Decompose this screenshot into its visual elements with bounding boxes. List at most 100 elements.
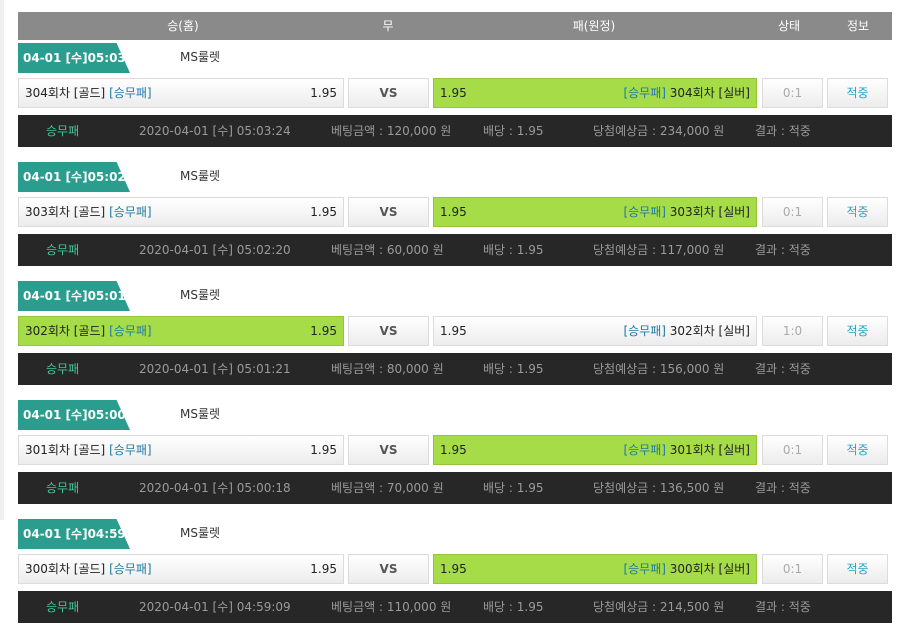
info-result-button[interactable]: 적중 [827,435,888,465]
bet-amount: 베팅금액 : 60,000 원 [331,243,444,257]
bet-amount: 베팅금액 : 70,000 원 [331,481,444,495]
away-team-name: [승무패] 304회차 [실버] [623,86,750,100]
away-odds: 1.95 [440,324,467,338]
home-odds: 1.95 [310,443,337,457]
home-bet-type: [승무패] [109,324,152,338]
away-team-name: [승무패] 300회차 [실버] [623,562,750,576]
home-pick-button[interactable]: 301회차 [골드] [승무패] 1.95 [18,435,344,465]
bet-pick: 승무패 [46,600,80,614]
away-bet-type: [승무패] [623,86,666,100]
header-status: 상태 [777,19,801,33]
score-status: 0:1 [762,197,823,227]
bet-amount: 베팅금액 : 80,000 원 [331,362,444,376]
bet-detail-bar: 승무패 2020-04-01 [수] 05:01:21 베팅금액 : 80,00… [18,353,892,385]
header-win: 승(홈) [167,19,199,33]
home-pick-button[interactable]: 304회차 [골드] [승무패] 1.95 [18,78,344,108]
home-team-name: 302회차 [골드] [승무패] [25,324,152,338]
draw-pick-button[interactable]: VS [348,78,429,108]
draw-pick-button[interactable]: VS [348,554,429,584]
away-pick-button[interactable]: 1.95 [승무패] 303회차 [실버] [433,197,757,227]
bet-history-list: 승(홈) 무 패(원정) 상태 정보 04-01 [수]05:03 MS룰렛 3… [18,12,892,635]
away-team-name: [승무패] 303회차 [실버] [623,205,750,219]
left-edge-strip [0,0,4,520]
score-status: 0:1 [762,554,823,584]
home-pick-button[interactable]: 303회차 [골드] [승무패] 1.95 [18,197,344,227]
info-result-button[interactable]: 적중 [827,316,888,346]
table-header: 승(홈) 무 패(원정) 상태 정보 [18,12,892,40]
home-team-name: 300회차 [골드] [승무패] [25,562,152,576]
bet-expected-win: 당첨예상금 : 234,000 원 [593,124,725,138]
bet-time: 2020-04-01 [수] 04:59:09 [139,600,291,614]
away-pick-button[interactable]: 1.95 [승무패] 300회차 [실버] [433,554,757,584]
bet-pick: 승무패 [46,362,80,376]
away-bet-type: [승무패] [623,324,666,338]
away-odds: 1.95 [440,205,467,219]
game-block: 04-01 [수]05:02 MS룰렛 303회차 [골드] [승무패] 1.9… [18,159,892,278]
bet-detail-bar: 승무패 2020-04-01 [수] 05:02:20 베팅금액 : 60,00… [18,234,892,266]
bet-detail-bar: 승무패 2020-04-01 [수] 05:03:24 베팅금액 : 120,0… [18,115,892,147]
home-odds: 1.95 [310,562,337,576]
home-team-name: 301회차 [골드] [승무패] [25,443,152,457]
away-pick-button[interactable]: 1.95 [승무패] 301회차 [실버] [433,435,757,465]
bet-expected-win: 당첨예상금 : 156,000 원 [593,362,725,376]
draw-pick-button[interactable]: VS [348,316,429,346]
bet-odds: 배당 : 1.95 [483,481,544,495]
bet-result: 결과 : 적중 [755,362,811,376]
bet-amount: 베팅금액 : 120,000 원 [331,124,452,138]
bet-time: 2020-04-01 [수] 05:03:24 [139,124,291,138]
game-time-tag: 04-01 [수]05:00 [18,400,130,430]
header-draw: 무 [382,19,394,33]
bet-odds: 배당 : 1.95 [483,124,544,138]
bet-amount: 베팅금액 : 110,000 원 [331,600,452,614]
home-pick-button[interactable]: 302회차 [골드] [승무패] 1.95 [18,316,344,346]
home-odds: 1.95 [310,205,337,219]
draw-pick-button[interactable]: VS [348,197,429,227]
away-bet-type: [승무패] [623,205,666,219]
game-title: MS룰렛 [180,407,221,421]
away-team-name: [승무패] 302회차 [실버] [623,324,750,338]
home-pick-button[interactable]: 300회차 [골드] [승무패] 1.95 [18,554,344,584]
game-title: MS룰렛 [180,288,221,302]
bet-result: 결과 : 적중 [755,481,811,495]
bet-expected-win: 당첨예상금 : 117,000 원 [593,243,725,257]
info-result-button[interactable]: 적중 [827,554,888,584]
home-bet-type: [승무패] [109,86,152,100]
score-status: 0:1 [762,78,823,108]
bet-result: 결과 : 적중 [755,243,811,257]
game-time-tag: 04-01 [수]05:02 [18,162,130,192]
game-time-tag: 04-01 [수]05:01 [18,281,130,311]
away-pick-button[interactable]: 1.95 [승무패] 302회차 [실버] [433,316,757,346]
score-status: 0:1 [762,435,823,465]
game-time-tag: 04-01 [수]05:03 [18,43,130,73]
bet-odds: 배당 : 1.95 [483,243,544,257]
bet-result: 결과 : 적중 [755,600,811,614]
info-result-button[interactable]: 적중 [827,78,888,108]
home-bet-type: [승무패] [109,562,152,576]
game-block: 04-01 [수]04:59 MS룰렛 300회차 [골드] [승무패] 1.9… [18,516,892,635]
home-odds: 1.95 [310,86,337,100]
bet-detail-bar: 승무패 2020-04-01 [수] 05:00:18 베팅금액 : 70,00… [18,472,892,504]
draw-pick-button[interactable]: VS [348,435,429,465]
game-time-tag: 04-01 [수]04:59 [18,519,130,549]
home-bet-type: [승무패] [109,443,152,457]
game-block: 04-01 [수]05:00 MS룰렛 301회차 [골드] [승무패] 1.9… [18,397,892,516]
bet-odds: 배당 : 1.95 [483,600,544,614]
bet-time: 2020-04-01 [수] 05:02:20 [139,243,291,257]
game-title: MS룰렛 [180,50,221,64]
bet-pick: 승무패 [46,243,80,257]
away-bet-type: [승무패] [623,562,666,576]
bet-expected-win: 당첨예상금 : 136,500 원 [593,481,725,495]
bet-expected-win: 당첨예상금 : 214,500 원 [593,600,725,614]
away-odds: 1.95 [440,562,467,576]
home-team-name: 303회차 [골드] [승무패] [25,205,152,219]
away-pick-button[interactable]: 1.95 [승무패] 304회차 [실버] [433,78,757,108]
info-result-button[interactable]: 적중 [827,197,888,227]
away-bet-type: [승무패] [623,443,666,457]
home-odds: 1.95 [310,324,337,338]
away-odds: 1.95 [440,86,467,100]
bet-time: 2020-04-01 [수] 05:00:18 [139,481,291,495]
game-title: MS룰렛 [180,526,221,540]
game-block: 04-01 [수]05:01 MS룰렛 302회차 [골드] [승무패] 1.9… [18,278,892,397]
bet-pick: 승무패 [46,124,80,138]
bet-time: 2020-04-01 [수] 05:01:21 [139,362,291,376]
